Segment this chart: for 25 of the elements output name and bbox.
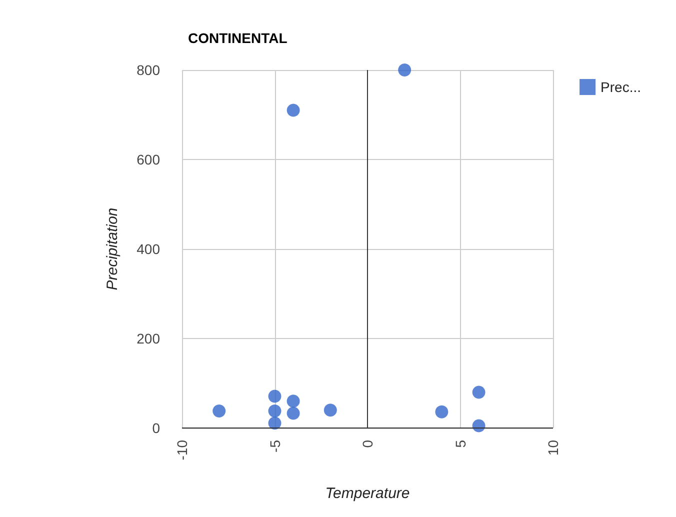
point xyxy=(286,394,300,408)
x-tick-label: -5 xyxy=(266,440,283,452)
point xyxy=(398,64,412,76)
y-axis-title: Precipitation xyxy=(104,208,121,290)
chart-title: CONTINENTAL xyxy=(188,30,288,46)
point xyxy=(268,390,282,403)
x-axis-title: Temperature xyxy=(325,485,410,502)
x-tick-label: -10 xyxy=(174,440,190,460)
point xyxy=(268,416,282,430)
point xyxy=(212,404,226,418)
y-tick-label: 600 xyxy=(136,152,160,168)
x-tick-label: 5 xyxy=(452,440,468,448)
y-tick-label: 400 xyxy=(136,241,160,257)
point xyxy=(286,104,300,117)
y-tick-label: 800 xyxy=(136,62,160,78)
point xyxy=(472,386,486,399)
y-tick-label: 0 xyxy=(152,420,160,436)
x-tick-label: 10 xyxy=(545,440,561,456)
point xyxy=(268,404,282,418)
point xyxy=(324,404,337,417)
point xyxy=(435,405,448,418)
y-tick-label: 200 xyxy=(136,330,160,346)
legend-label: Prec... xyxy=(600,79,642,95)
point xyxy=(286,406,300,420)
x-tick-label: 0 xyxy=(360,440,376,448)
